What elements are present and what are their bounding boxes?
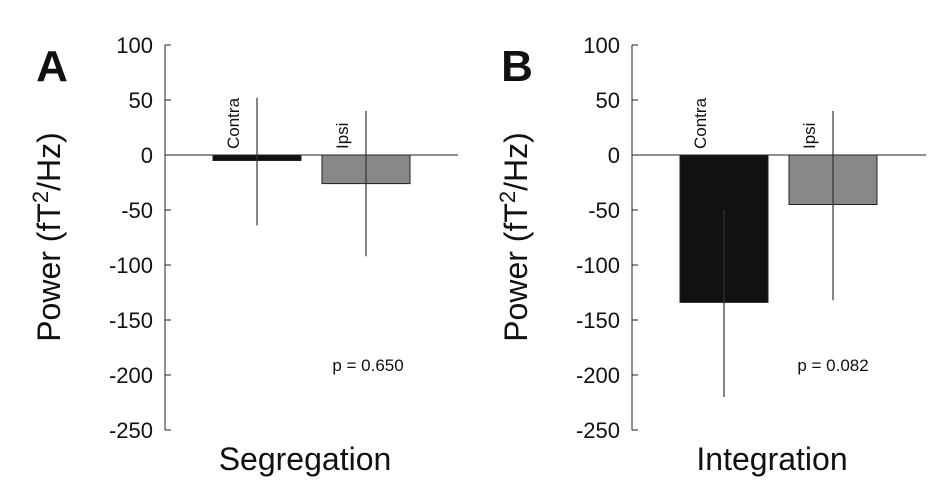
y-tick-label: -150 <box>576 308 620 333</box>
y-tick-label: 50 <box>596 88 620 113</box>
y-axis-label-main: Power (fT <box>498 203 534 342</box>
category-label: Contra <box>224 97 243 149</box>
panel-letter: B <box>501 42 533 91</box>
category-label: Contra <box>691 97 710 149</box>
y-tick-label: -100 <box>576 253 620 278</box>
y-tick-label: 0 <box>608 143 620 168</box>
category-label: Ipsi <box>800 123 819 149</box>
y-tick-label: -50 <box>121 198 153 223</box>
y-tick-label: 50 <box>129 88 153 113</box>
y-axis-label-tail: /Hz) <box>31 132 67 191</box>
y-tick-label: 100 <box>583 33 620 58</box>
category-label: Ipsi <box>333 123 352 149</box>
y-tick-label: -200 <box>576 363 620 388</box>
y-tick-label: 0 <box>141 143 153 168</box>
y-axis-label-superscript: 2 <box>28 191 53 203</box>
y-tick-label: -50 <box>588 198 620 223</box>
panel-letter: A <box>36 42 68 91</box>
y-tick-label: -100 <box>109 253 153 278</box>
panel-b: 100 50 0 -50 -100 -150 -200 -250 Contra Ipsi p = 0… <box>495 33 926 477</box>
y-axis-label: Power (fT2/Hz) <box>28 132 67 342</box>
y-tick-label: -250 <box>109 418 153 443</box>
x-axis-label: Integration <box>696 441 847 477</box>
y-axis-label-superscript: 2 <box>495 191 520 203</box>
y-axis-label: Power (fT2/Hz) <box>495 132 534 342</box>
x-axis-label: Segregation <box>219 441 392 477</box>
y-tick-label: 100 <box>116 33 153 58</box>
y-axis-label-main: Power (fT <box>31 203 67 342</box>
y-tick-label: -150 <box>109 308 153 333</box>
y-tick-label: -250 <box>576 418 620 443</box>
panel-a: 100 50 0 -50 -100 -150 -200 -250 Contra Ipsi p = 0… <box>28 33 458 477</box>
p-value-annotation: p = 0.650 <box>332 356 403 375</box>
y-tick-label: -200 <box>109 363 153 388</box>
y-axis-label-tail: /Hz) <box>498 132 534 191</box>
p-value-annotation: p = 0.082 <box>797 356 868 375</box>
